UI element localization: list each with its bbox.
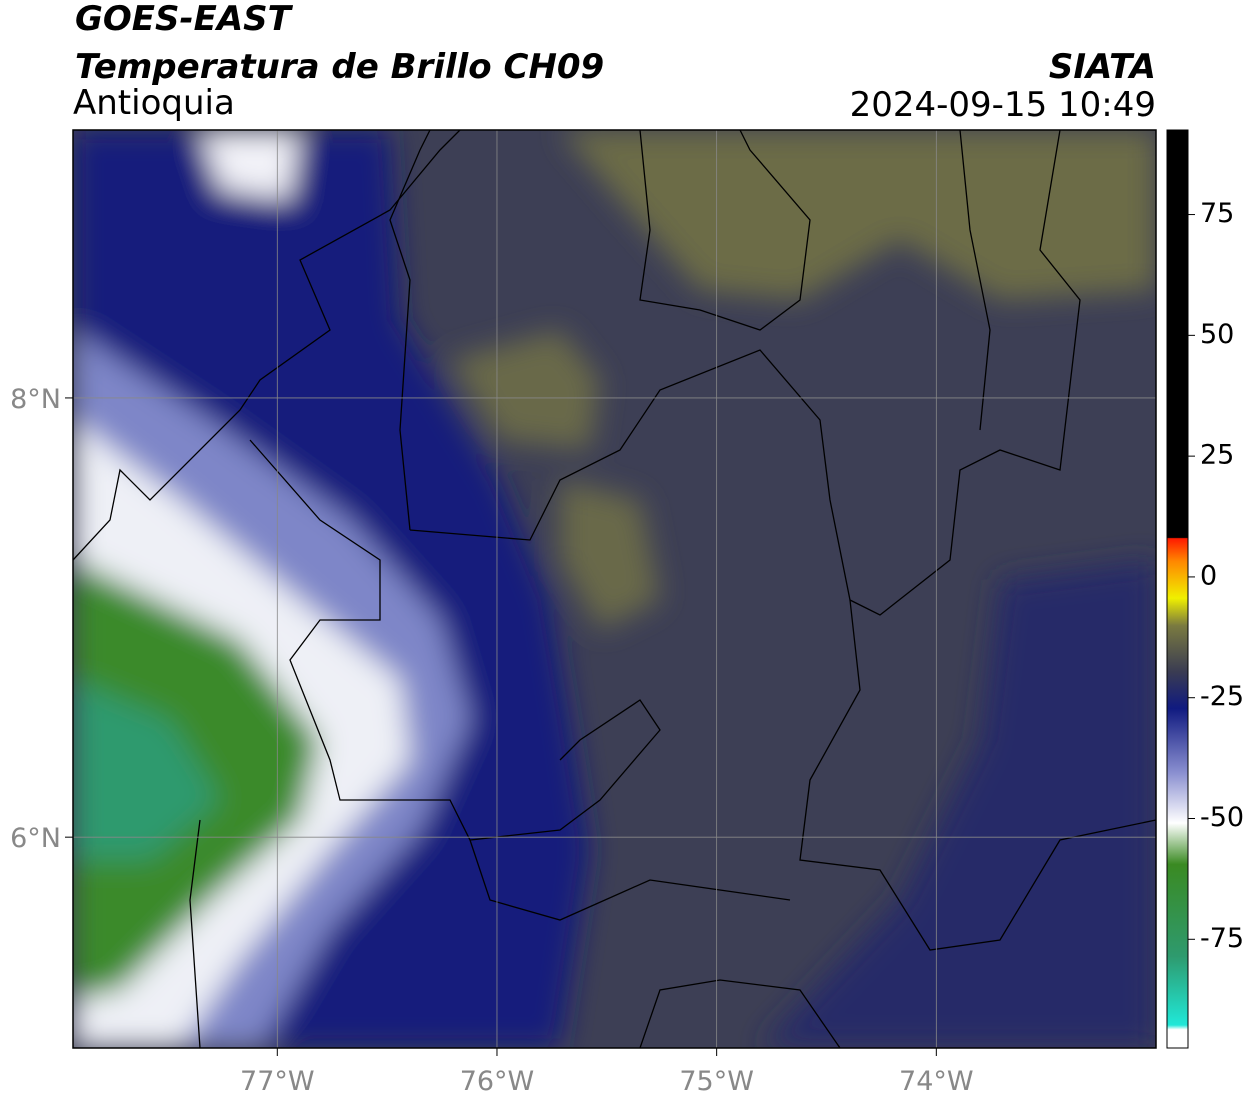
colorbar-tick-label: -25	[1200, 681, 1244, 712]
x-tick-label: 77°W	[240, 1066, 315, 1097]
source: SIATA	[1049, 47, 1156, 87]
datetime: 2024-09-15 10:49	[850, 85, 1156, 125]
graticule	[73, 130, 1156, 1048]
colorbar-tick-label: 0	[1200, 560, 1217, 591]
colorbar-tick-label: 75	[1200, 198, 1234, 229]
colorbar-tick-label: 25	[1200, 440, 1234, 471]
imagery	[73, 130, 1156, 1048]
y-tick-label: 8°N	[10, 384, 61, 415]
colorbar	[1166, 129, 1189, 1049]
map-frame	[72, 129, 1157, 1049]
y-tick-label: 6°N	[10, 823, 61, 854]
satellite: GOES-EAST	[75, 0, 294, 39]
region: Antioquia	[73, 83, 235, 123]
product: Temperatura de Brillo CH09	[75, 47, 604, 87]
x-tick-label: 74°W	[899, 1066, 974, 1097]
x-tick-label: 76°W	[460, 1066, 535, 1097]
colorbar-tick-label: -75	[1200, 923, 1244, 954]
colorbar-tick-label: -50	[1200, 802, 1244, 833]
colorbar-tick-label: 50	[1200, 319, 1234, 350]
x-tick-label: 75°W	[679, 1066, 754, 1097]
